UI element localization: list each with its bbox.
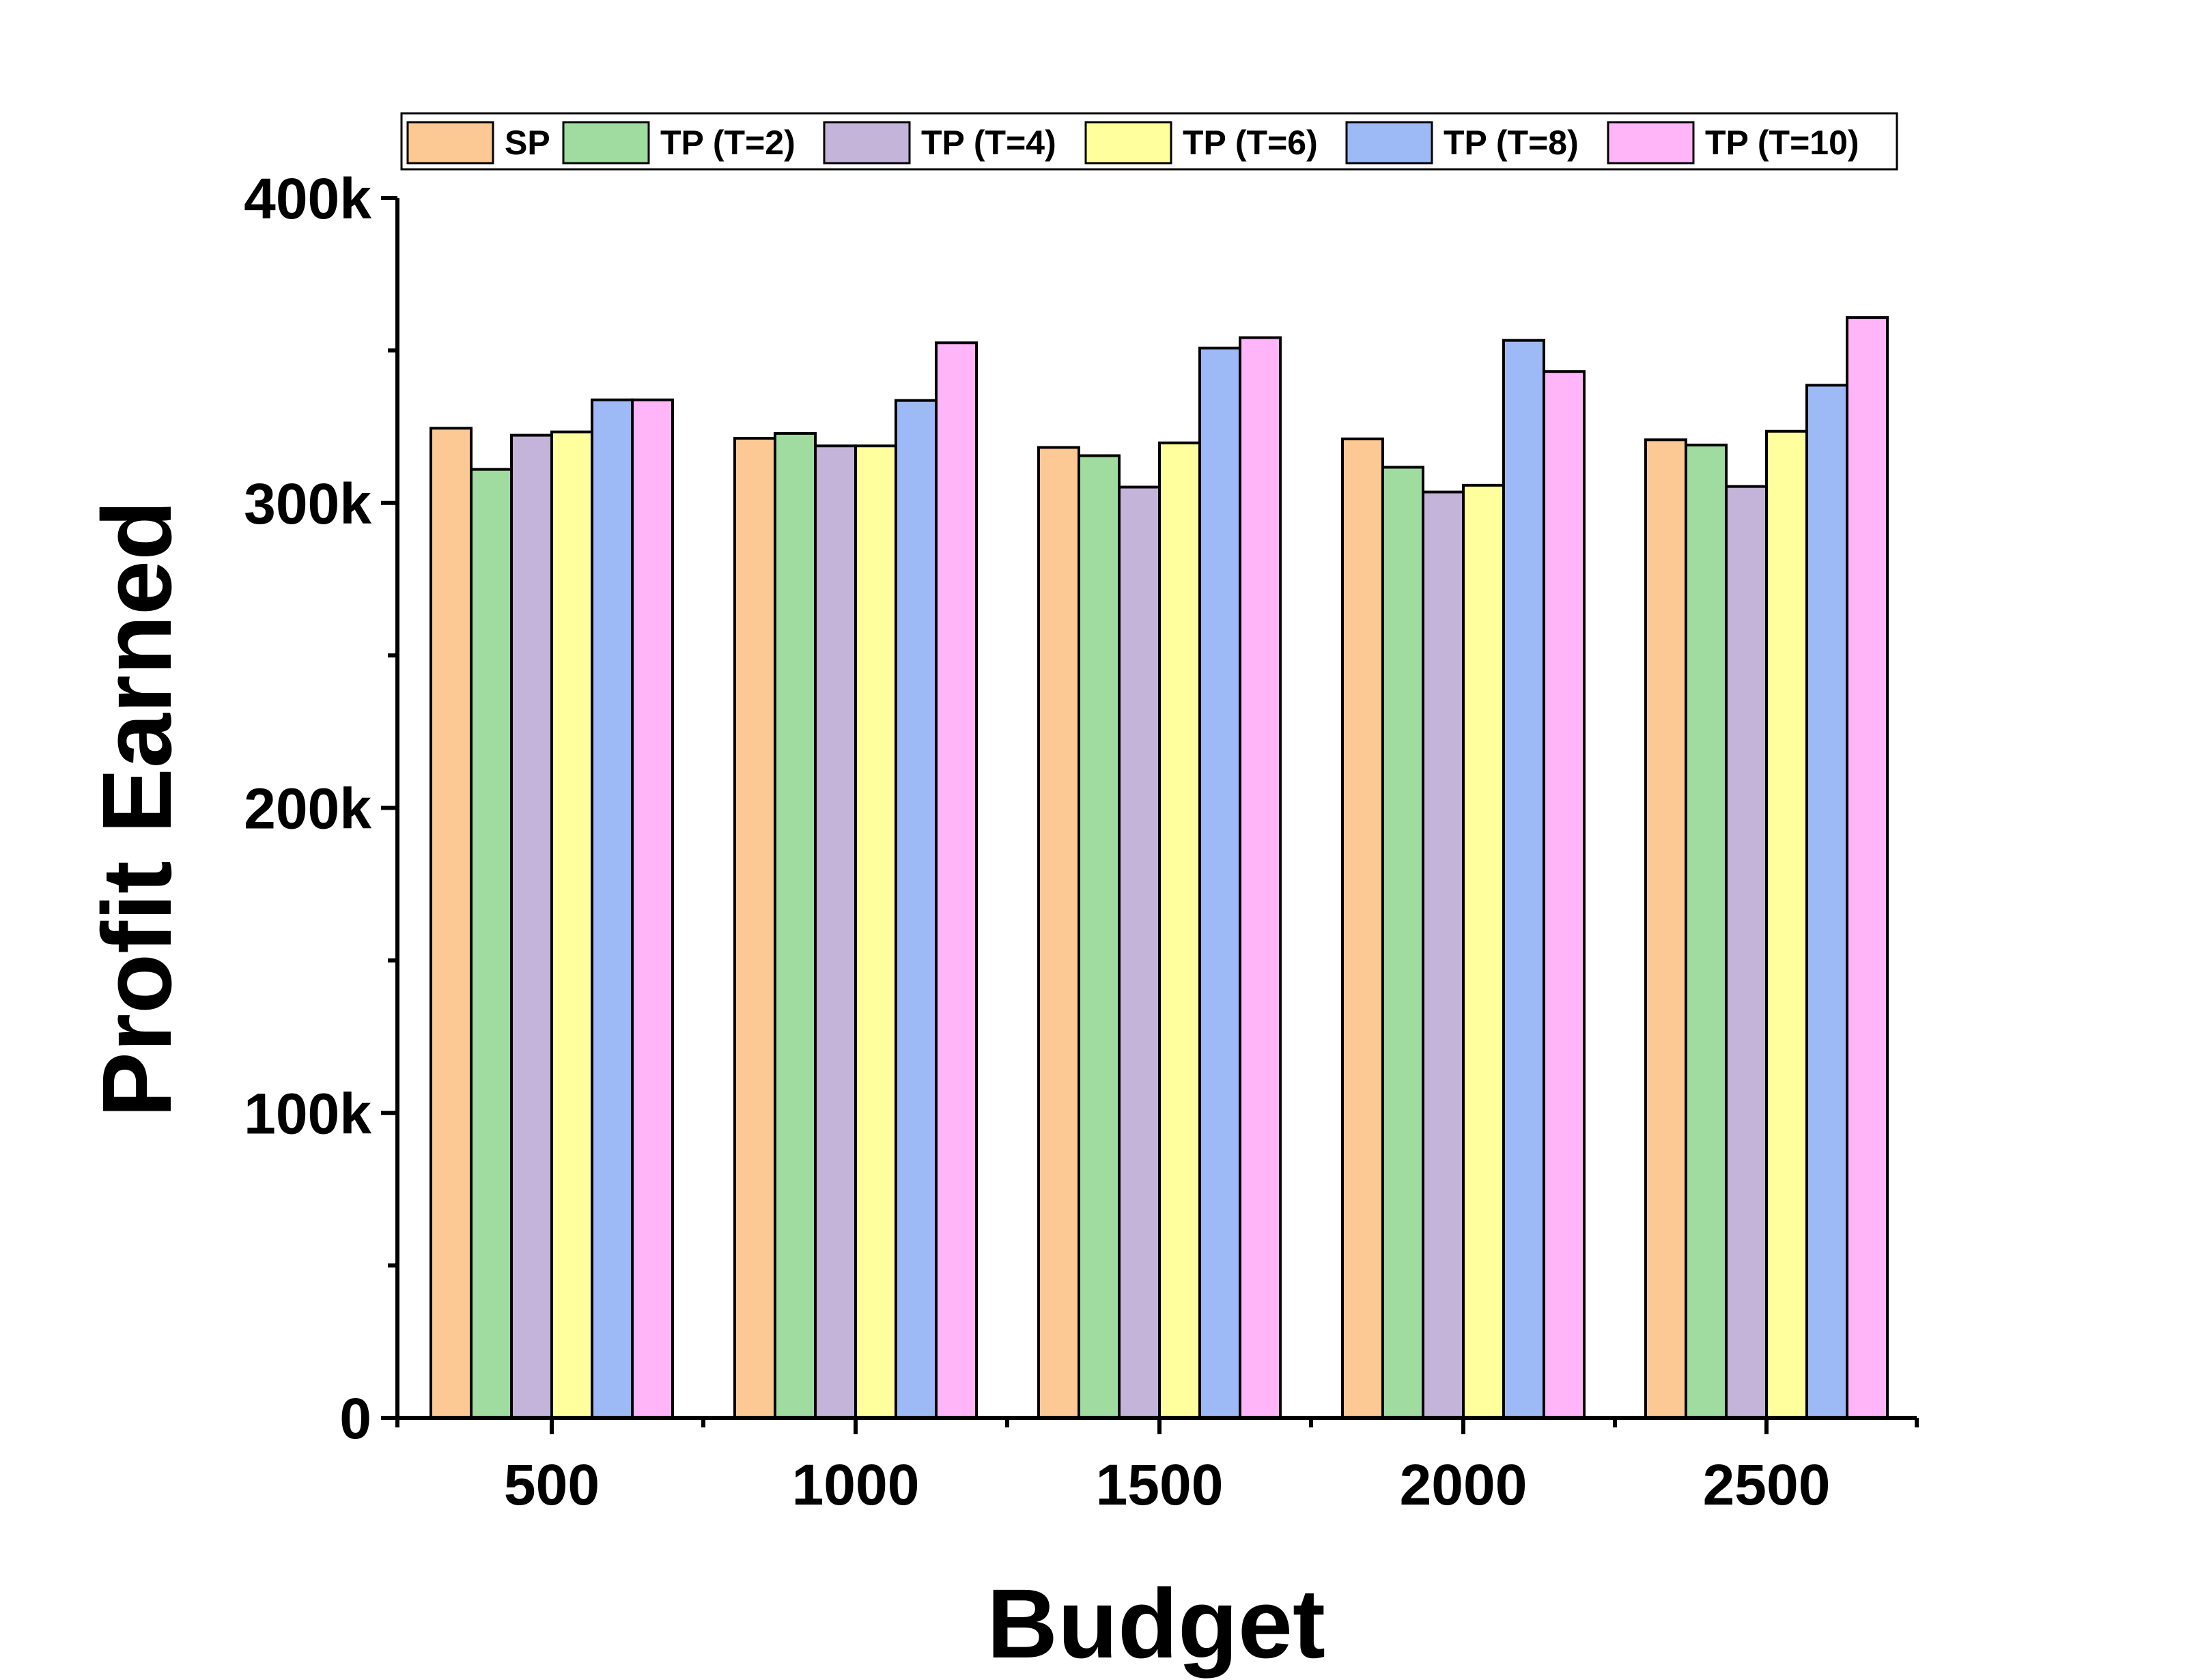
legend-swatch: [406, 121, 494, 165]
bar-tp-t-8-2000: [1502, 339, 1545, 1420]
legend-label: TP (T=8): [1444, 124, 1579, 162]
bar-tp-t-2-2500: [1685, 443, 1728, 1419]
x-axis-title: Budget: [987, 1569, 1325, 1679]
y-tick-label: 100k: [244, 1081, 371, 1145]
bar-tp-t-2-2000: [1381, 466, 1424, 1419]
x-tick-label: 2000: [1400, 1453, 1528, 1517]
x-tick-label: 2500: [1703, 1453, 1831, 1517]
bar-tp-t-10-500: [631, 398, 674, 1419]
bar-tp-t-10-2500: [1846, 316, 1889, 1420]
bar-tp-t-10-1000: [935, 341, 978, 1419]
legend: SP TP (T=2) TP (T=4) TP (T=6) TP (T=8) TP (T=…: [400, 112, 1898, 171]
legend-swatch: [1084, 121, 1172, 165]
bar-tp-t-8-500: [591, 398, 634, 1419]
bars-group: [430, 316, 1889, 1420]
bar-tp-t-2-1000: [774, 431, 817, 1419]
bar-tp-t-8-2500: [1805, 384, 1848, 1420]
legend-label: TP (T=4): [921, 124, 1056, 162]
y-ticks: 0 100k 200k 300k 400k: [244, 167, 397, 1451]
bar-tp-t-4-500: [510, 433, 553, 1419]
bar-tp-t-8-1000: [895, 399, 938, 1420]
legend-swatch: [1345, 121, 1433, 165]
y-tick-label: 200k: [244, 777, 371, 841]
bar-tp-t-4-1500: [1118, 485, 1161, 1419]
y-tick-label: 300k: [244, 472, 371, 536]
y-axis-title: Profit Earned: [82, 500, 192, 1117]
legend-swatch: [823, 121, 911, 165]
legend-swatch: [1607, 121, 1695, 165]
bar-sp-1500: [1037, 446, 1080, 1419]
legend-label: SP: [505, 124, 550, 162]
bar-tp-t-4-1000: [814, 444, 857, 1419]
bar-tp-t-2-1500: [1078, 454, 1121, 1419]
bar-tp-t-6-2000: [1462, 483, 1505, 1419]
bar-sp-2500: [1644, 438, 1687, 1420]
x-ticks: 500 1000 1500 2000 2500: [395, 1418, 1919, 1517]
bar-sp-1000: [733, 437, 776, 1420]
bar-tp-t-6-2500: [1765, 429, 1808, 1419]
y-tick-label: 0: [339, 1386, 371, 1451]
bar-sp-500: [430, 427, 473, 1419]
x-tick-label: 500: [504, 1453, 600, 1517]
bar-tp-t-6-1000: [854, 444, 897, 1419]
legend-label: TP (T=10): [1705, 124, 1859, 162]
bar-tp-t-8-1500: [1198, 346, 1241, 1419]
bar-tp-t-4-2500: [1725, 485, 1768, 1419]
bar-tp-t-2-500: [470, 468, 513, 1419]
bar-tp-t-6-500: [550, 430, 593, 1419]
y-tick-label: 400k: [244, 167, 371, 231]
legend-label: TP (T=2): [660, 124, 796, 162]
bar-sp-2000: [1341, 437, 1384, 1419]
bar-tp-t-10-2000: [1543, 370, 1586, 1419]
bar-tp-t-10-1500: [1239, 336, 1282, 1420]
legend-swatch: [562, 121, 650, 165]
bar-tp-t-4-2000: [1422, 490, 1465, 1419]
bar-tp-t-6-1500: [1158, 441, 1201, 1419]
x-tick-label: 1000: [792, 1453, 920, 1517]
legend-label: TP (T=6): [1183, 124, 1318, 162]
x-tick-label: 1500: [1096, 1453, 1224, 1517]
